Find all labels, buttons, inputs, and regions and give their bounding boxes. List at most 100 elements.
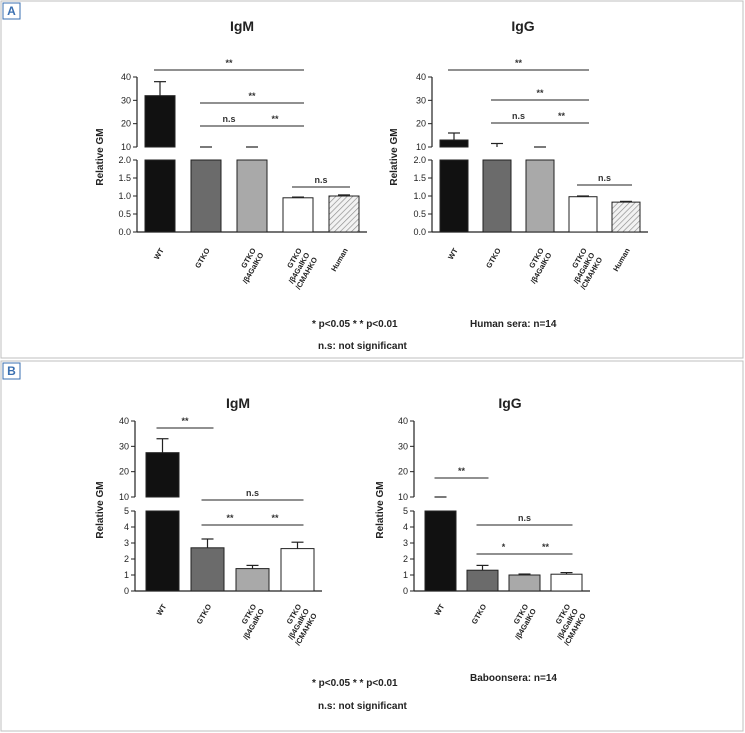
bar xyxy=(190,547,225,592)
category-label-line: WT xyxy=(433,602,447,617)
category-label-line: WT xyxy=(152,246,166,261)
significance-label: n.s xyxy=(518,513,531,523)
significance-label: n.s xyxy=(314,175,327,185)
bar xyxy=(482,159,512,233)
bar xyxy=(144,159,176,233)
footnote-b-ns: n.s: not significant xyxy=(318,701,408,712)
y-tick-label: 20 xyxy=(119,467,129,477)
category-label: GTKO/β4GalKO xyxy=(521,246,554,285)
category-label-line: WT xyxy=(446,246,460,261)
significance-label: ** xyxy=(248,91,256,101)
category-label: WT xyxy=(446,246,460,261)
significance-label: ** xyxy=(515,58,523,68)
y-tick-label: 0 xyxy=(124,586,129,596)
y-tick-label: 40 xyxy=(119,416,129,426)
y-tick-label: 0.5 xyxy=(413,209,426,219)
significance-label: ** xyxy=(181,416,189,426)
y-tick-label: 30 xyxy=(398,441,408,451)
significance-label: ** xyxy=(271,513,279,523)
y-tick-label: 1 xyxy=(403,570,408,580)
significance-label: ** xyxy=(458,466,466,476)
category-label-line: GTKO xyxy=(484,246,503,269)
chart-a-igg: IgG Relative GM 0.0 0.5 1.0 1.5 2.0 10 20 30 40 WT G… xyxy=(389,18,648,291)
category-label-line: GTKO xyxy=(193,246,212,269)
bar xyxy=(550,573,583,592)
significance-label: ** xyxy=(226,513,234,523)
category-label: GTKO/β4GalKO xyxy=(233,602,266,641)
chart-a-igm: IgM Relative GM 0.0 0.5 1.0 1.5 2.0 10 20 30 40 WT G… xyxy=(95,18,367,291)
significance-label: ** xyxy=(271,114,279,124)
category-label: WT xyxy=(155,602,169,617)
y-tick-label: 0.5 xyxy=(118,209,131,219)
y-axis-label: Relative GM xyxy=(389,128,400,185)
chart-title: IgM xyxy=(230,18,254,34)
category-label: GTKO/β4GalKO/CMAHKO xyxy=(278,246,319,291)
y-tick-label: 5 xyxy=(124,506,129,516)
y-tick-label: 0.0 xyxy=(118,227,131,237)
bar xyxy=(280,548,315,592)
category-label: GTKO/β4GalKO/CMAHKO xyxy=(278,602,319,647)
y-tick-label: 10 xyxy=(398,492,408,502)
y-tick-label: 30 xyxy=(121,95,131,105)
bar xyxy=(611,201,641,233)
y-tick-label: 3 xyxy=(403,538,408,548)
chart-title: IgM xyxy=(226,395,250,411)
y-tick-label: 20 xyxy=(121,119,131,129)
panel-a-badge xyxy=(2,2,21,20)
bar xyxy=(466,569,499,592)
chart-b-igm: IgM Relative GM 0 1 2 3 4 5 10 20 30 40 WT GTKO GTKO/β… xyxy=(95,395,322,647)
footnote-a-significance: * p<0.05 * * p<0.01 xyxy=(312,319,398,330)
y-tick-label: 5 xyxy=(403,506,408,516)
y-tick-label: 40 xyxy=(398,416,408,426)
category-label-line: Human xyxy=(329,246,350,273)
y-tick-label: 20 xyxy=(416,119,426,129)
panel-b-badge xyxy=(2,362,21,380)
bar xyxy=(424,510,457,592)
panel-b-letter: B xyxy=(7,364,16,378)
y-axis-label: Relative GM xyxy=(375,481,386,538)
y-tick-label: 30 xyxy=(416,95,426,105)
y-tick-label: 4 xyxy=(124,522,129,532)
bar xyxy=(235,568,270,592)
y-tick-label: 2 xyxy=(124,554,129,564)
y-tick-label: 1.5 xyxy=(413,173,426,183)
panel-a-frame xyxy=(0,0,744,359)
category-label: Human xyxy=(611,246,632,273)
significance-label: ** xyxy=(542,542,550,552)
chart-b-igg: IgG Relative GM 0 1 2 3 4 5 10 20 30 40 WT GTKO GTKO/β… xyxy=(375,395,590,647)
category-label-line: WT xyxy=(155,602,169,617)
category-label: GTKO/β4GalKO/CMAHKO xyxy=(547,602,588,647)
bar xyxy=(568,196,598,233)
chart-title: IgG xyxy=(511,18,534,34)
y-tick-label: 2.0 xyxy=(413,155,426,165)
y-tick-label: 10 xyxy=(416,142,426,152)
y-tick-label: 4 xyxy=(403,522,408,532)
bar xyxy=(282,197,314,233)
category-label: GTKO xyxy=(195,602,214,625)
significance-label: ** xyxy=(536,88,544,98)
category-label: Human xyxy=(329,246,350,273)
y-tick-label: 30 xyxy=(119,441,129,451)
category-label: GTKO/β4GalKO xyxy=(233,246,266,285)
footnote-b-significance: * p<0.05 * * p<0.01 xyxy=(312,678,398,689)
y-tick-label: 10 xyxy=(119,492,129,502)
y-tick-label: 40 xyxy=(416,72,426,82)
bar xyxy=(439,159,469,233)
bar xyxy=(508,574,541,592)
significance-label: * xyxy=(502,542,506,552)
significance-label: n.s xyxy=(512,111,525,121)
category-label: GTKO xyxy=(193,246,212,269)
y-tick-label: 1 xyxy=(124,570,129,580)
y-tick-label: 20 xyxy=(398,467,408,477)
bar-upper xyxy=(145,452,180,498)
bar xyxy=(236,159,268,233)
y-tick-label: 40 xyxy=(121,72,131,82)
y-tick-label: 1.5 xyxy=(118,173,131,183)
y-tick-label: 2.0 xyxy=(118,155,131,165)
y-axis-label: Relative GM xyxy=(95,128,106,185)
bar xyxy=(328,195,360,233)
y-tick-label: 0 xyxy=(403,586,408,596)
bar xyxy=(145,510,180,592)
category-label: GTKO xyxy=(470,602,489,625)
